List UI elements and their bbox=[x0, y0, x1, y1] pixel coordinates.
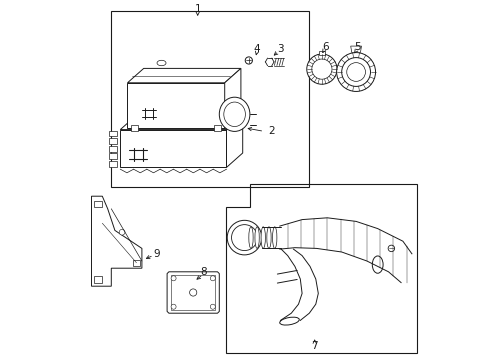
Circle shape bbox=[227, 220, 261, 255]
Polygon shape bbox=[213, 125, 221, 131]
Polygon shape bbox=[167, 272, 219, 313]
Circle shape bbox=[171, 304, 176, 309]
Polygon shape bbox=[120, 115, 242, 130]
Circle shape bbox=[306, 54, 336, 84]
Polygon shape bbox=[109, 138, 117, 144]
Polygon shape bbox=[91, 196, 142, 286]
Circle shape bbox=[119, 229, 125, 235]
Text: 2: 2 bbox=[267, 126, 274, 136]
Circle shape bbox=[336, 53, 375, 91]
Bar bbox=[318, 51, 324, 55]
Polygon shape bbox=[109, 161, 117, 167]
Bar bbox=[94, 276, 102, 283]
Ellipse shape bbox=[219, 97, 249, 131]
Bar bbox=[133, 260, 140, 266]
Circle shape bbox=[341, 58, 370, 86]
Polygon shape bbox=[131, 125, 138, 131]
Ellipse shape bbox=[279, 317, 299, 325]
Polygon shape bbox=[226, 115, 242, 167]
Ellipse shape bbox=[157, 60, 166, 66]
Text: 3: 3 bbox=[277, 44, 283, 54]
Circle shape bbox=[244, 57, 252, 64]
Ellipse shape bbox=[272, 227, 276, 248]
Polygon shape bbox=[224, 68, 241, 128]
Polygon shape bbox=[109, 146, 117, 152]
Text: 8: 8 bbox=[200, 267, 206, 277]
Polygon shape bbox=[109, 153, 117, 159]
Bar bbox=[94, 201, 102, 207]
Text: 7: 7 bbox=[311, 341, 317, 351]
Text: 9: 9 bbox=[153, 249, 159, 259]
Polygon shape bbox=[127, 83, 224, 128]
Ellipse shape bbox=[261, 227, 265, 248]
Polygon shape bbox=[109, 131, 117, 136]
Circle shape bbox=[210, 304, 215, 309]
Polygon shape bbox=[120, 130, 226, 167]
Ellipse shape bbox=[266, 227, 270, 248]
Ellipse shape bbox=[371, 256, 382, 273]
Bar bbox=[111, 11, 309, 187]
Text: 6: 6 bbox=[322, 42, 328, 52]
Text: 1: 1 bbox=[194, 4, 201, 14]
Ellipse shape bbox=[248, 227, 253, 248]
Circle shape bbox=[210, 276, 215, 281]
Circle shape bbox=[387, 245, 394, 252]
Text: 4: 4 bbox=[253, 44, 260, 54]
Text: 5: 5 bbox=[354, 42, 361, 52]
Ellipse shape bbox=[254, 227, 259, 248]
Circle shape bbox=[189, 289, 196, 296]
Circle shape bbox=[171, 276, 176, 281]
Polygon shape bbox=[350, 46, 361, 53]
Polygon shape bbox=[127, 68, 241, 83]
